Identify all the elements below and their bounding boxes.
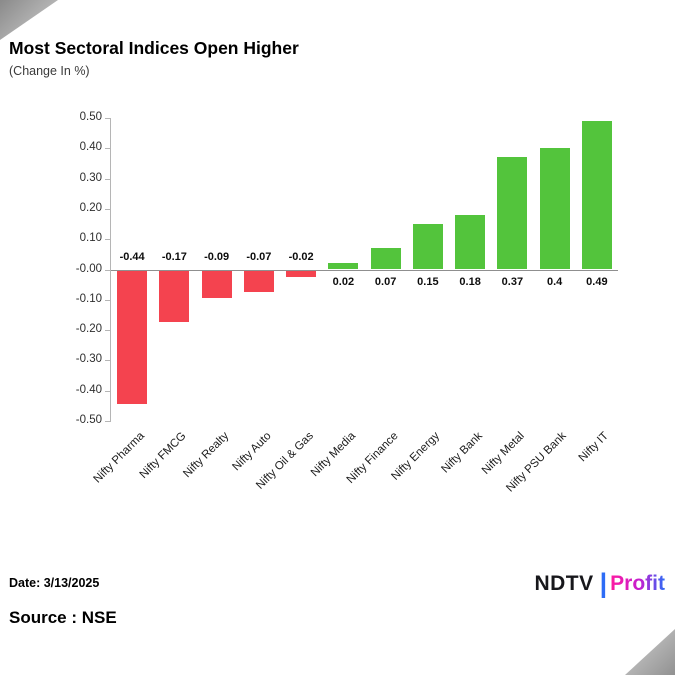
bar-value-label: -0.07: [246, 250, 272, 263]
bar-nifty-fmcg: [159, 270, 190, 322]
y-tick-mark: [105, 269, 111, 271]
bar-value-label: 0.15: [417, 275, 439, 288]
y-tick-label: -0.00: [75, 262, 102, 275]
bar-nifty-oil-gas: [286, 270, 317, 277]
torn-corner-top-left: [0, 0, 58, 40]
bar-value-label: -0.17: [161, 250, 187, 263]
torn-corner-bottom-right: [625, 629, 675, 675]
y-tick-label: -0.20: [75, 323, 102, 336]
y-tick-mark: [105, 239, 111, 241]
chart-title: Most Sectoral Indices Open Higher: [9, 38, 299, 58]
y-tick-mark: [105, 299, 111, 301]
y-tick-label: -0.10: [75, 292, 102, 305]
y-tick-label: 0.40: [79, 141, 102, 154]
y-tick-label: 0.10: [79, 232, 102, 245]
bar-nifty-psu-bank: [539, 148, 570, 270]
zero-line: [111, 269, 618, 271]
profit-logo-text: Profit: [610, 571, 665, 595]
bar-value-label: 0.07: [374, 275, 397, 288]
ndtv-profit-logo: NDTV | Profit: [534, 570, 665, 597]
bar-nifty-energy: [412, 224, 443, 270]
bar-value-label: -0.09: [204, 250, 230, 263]
bar-nifty-media: [328, 263, 359, 270]
y-tick-label: -0.40: [75, 383, 102, 396]
bar-value-label: -0.44: [119, 250, 145, 263]
logo-separator: |: [599, 568, 608, 598]
bar-value-label: 0.18: [459, 275, 481, 288]
bar-nifty-metal: [497, 157, 528, 270]
y-tick-mark: [105, 178, 111, 180]
y-tick-mark: [105, 390, 111, 392]
date-label: Date: 3/13/2025: [9, 576, 100, 590]
y-axis-labels: 0.50 0.40 0.30 0.20 0.10 -0.00 -0.10 -0.20 -0.30…: [50, 111, 102, 426]
y-tick-mark: [105, 330, 111, 332]
y-tick-label: -0.30: [75, 353, 102, 366]
bar-nifty-bank: [455, 214, 486, 270]
bar-nifty-finance: [370, 248, 401, 270]
y-tick-label: 0.30: [79, 171, 102, 184]
bar-value-label: 0.49: [586, 275, 608, 288]
y-tick-mark: [105, 208, 111, 210]
y-tick-label: -0.50: [75, 414, 102, 426]
y-tick-mark: [105, 118, 111, 119]
y-tick-mark: [105, 421, 111, 422]
bar-value-label: 0.37: [501, 275, 524, 288]
chart-subtitle: (Change In %): [9, 64, 90, 78]
bar-nifty-realty: [201, 270, 232, 298]
ndtv-logo-text: NDTV: [534, 571, 594, 595]
bar-nifty-auto: [243, 270, 274, 292]
bar-value-label: 0.4: [546, 275, 563, 288]
bar-value-label: 0.02: [332, 275, 355, 288]
y-tick-mark: [105, 148, 111, 150]
bar-nifty-it: [581, 121, 612, 270]
y-tick-mark: [105, 360, 111, 362]
y-tick-label: 0.20: [79, 201, 102, 214]
source-label: Source : NSE: [9, 608, 117, 627]
y-tick-label: 0.50: [79, 111, 102, 123]
bar-value-label: -0.02: [288, 250, 314, 263]
plot-area: -0.44 Nifty Pharma -0.17 Nifty FMCG -0.09 Nif…: [91, 118, 618, 495]
bar-nifty-pharma: [117, 270, 148, 404]
